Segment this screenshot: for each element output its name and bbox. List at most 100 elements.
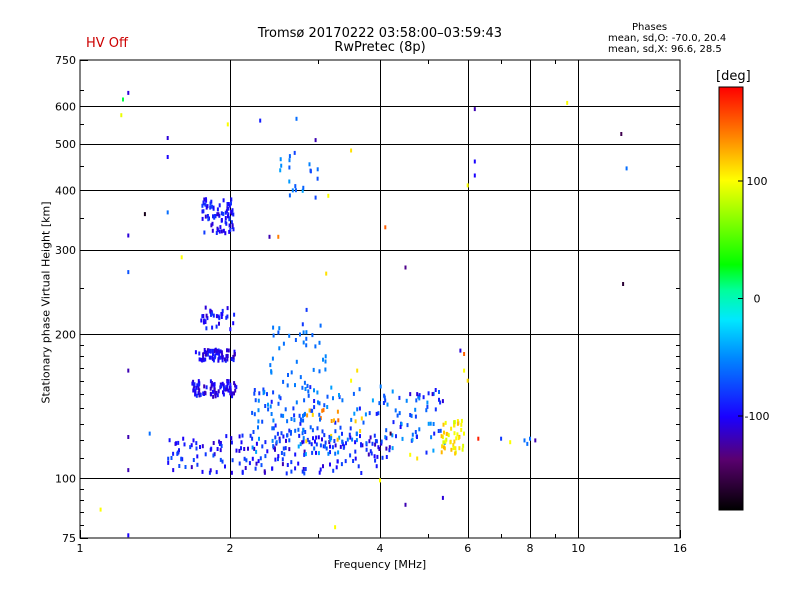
echo-point — [271, 466, 274, 471]
echo-point — [291, 188, 294, 193]
echo-point — [399, 425, 402, 429]
y-tick-label: 300 — [55, 244, 76, 257]
echo-point — [213, 452, 216, 457]
echo-point — [219, 225, 222, 230]
echo-point — [220, 384, 223, 389]
echo-point — [295, 359, 298, 364]
echo-point — [294, 184, 297, 189]
echo-point — [331, 445, 334, 450]
echo-point — [288, 447, 291, 452]
echo-point — [339, 425, 342, 430]
echo-point — [303, 380, 306, 385]
echo-point — [400, 422, 403, 427]
echo-point — [226, 382, 229, 387]
echo-point — [218, 203, 221, 208]
echo-point — [303, 398, 306, 403]
echo-point — [203, 230, 206, 235]
echo-point — [220, 218, 223, 222]
echo-point — [99, 507, 102, 512]
echo-point — [148, 431, 151, 436]
y-tick-label: 200 — [55, 328, 76, 341]
echo-point — [405, 398, 408, 403]
echo-point — [416, 435, 418, 439]
echo-point — [323, 403, 326, 408]
colorbar-tick-label: -100 — [745, 410, 770, 423]
echo-point — [214, 347, 217, 352]
echo-point — [269, 363, 272, 368]
echo-point — [272, 418, 275, 423]
echo-point — [251, 456, 254, 461]
echo-point — [222, 212, 225, 216]
echo-point — [206, 316, 209, 321]
y-tick-label: 600 — [55, 100, 76, 113]
echo-point — [182, 436, 185, 441]
echo-point — [211, 228, 214, 233]
echo-point — [233, 391, 235, 396]
echo-point — [338, 393, 340, 397]
echo-point — [253, 446, 256, 451]
echo-point — [255, 461, 258, 466]
echo-point — [381, 455, 384, 460]
echo-point — [392, 420, 395, 425]
echo-point — [414, 414, 417, 419]
echo-point — [257, 419, 260, 424]
echo-point — [209, 391, 212, 396]
echo-point — [205, 313, 208, 318]
echo-point — [371, 441, 374, 446]
echo-point — [313, 446, 316, 451]
echo-point — [229, 388, 232, 393]
echo-point — [324, 440, 327, 445]
echo-point — [284, 407, 287, 412]
echo-point — [385, 455, 388, 459]
colorbar-tick-label: 0 — [754, 293, 761, 306]
echo-point — [278, 326, 281, 331]
echo-point — [288, 438, 291, 443]
echo-point — [197, 391, 200, 396]
echo-point — [197, 382, 200, 387]
echo-point — [257, 408, 260, 413]
echo-point — [460, 422, 463, 427]
echo-point — [385, 446, 388, 451]
x-tick-label: 8 — [527, 542, 534, 555]
echo-point — [215, 231, 218, 235]
echo-point — [216, 351, 219, 356]
echo-point — [253, 412, 256, 417]
echo-point — [317, 400, 319, 405]
colorbar-unit: [deg] — [716, 69, 751, 84]
echo-point — [509, 440, 512, 445]
echo-point — [327, 193, 330, 198]
echo-point — [295, 116, 298, 121]
echo-point — [432, 422, 435, 426]
echo-point — [274, 457, 277, 462]
echo-point — [316, 176, 319, 181]
echo-point — [209, 349, 212, 354]
echo-point — [312, 436, 314, 441]
echo-point — [220, 211, 223, 216]
echo-point — [167, 456, 170, 461]
echo-point — [258, 436, 260, 441]
echo-point — [272, 325, 275, 330]
echo-point — [217, 389, 220, 394]
hv-status: HV Off — [86, 36, 128, 51]
echo-point — [316, 426, 319, 431]
echo-point — [267, 407, 270, 412]
echo-point — [279, 157, 282, 162]
echo-point — [212, 382, 215, 387]
echo-point — [280, 413, 283, 418]
echo-point — [434, 407, 437, 412]
echo-point — [429, 421, 432, 426]
echo-point — [303, 452, 306, 457]
echo-point — [251, 445, 254, 450]
echo-point — [314, 138, 317, 143]
echo-point — [248, 461, 251, 466]
echo-point — [427, 391, 430, 396]
echo-point — [330, 419, 333, 423]
echo-point — [254, 398, 257, 403]
echo-point — [257, 398, 260, 403]
echo-point — [221, 308, 224, 313]
echo-point — [225, 209, 228, 214]
echo-point — [299, 442, 302, 447]
echo-point — [338, 395, 341, 400]
x-axis-label: Frequency [MHz] — [333, 558, 427, 571]
echo-point — [324, 359, 327, 364]
